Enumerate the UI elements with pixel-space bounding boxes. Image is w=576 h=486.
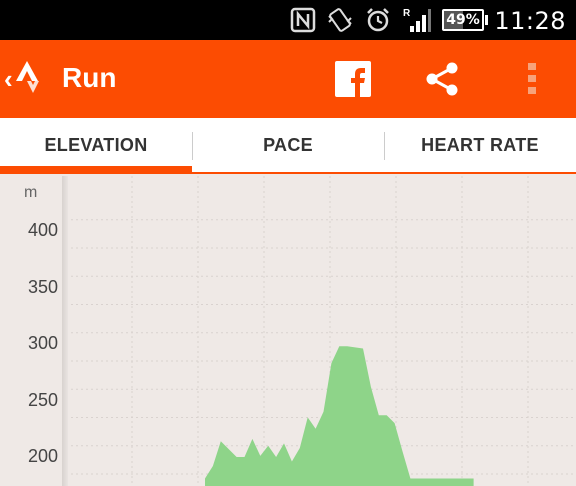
y-axis-panel: m 400 350 300 250 200 xyxy=(0,176,66,486)
status-icons: R 49% xyxy=(290,6,488,34)
app-title: Run xyxy=(62,62,117,93)
tab-divider xyxy=(192,132,193,160)
elevation-chart[interactable]: m 400 350 300 250 200 xyxy=(0,176,576,486)
status-time: 11:28 xyxy=(494,7,566,35)
y-tick-label: 400 xyxy=(27,220,58,240)
chevron-left-icon: ‹ xyxy=(4,63,13,94)
battery-icon: 49% xyxy=(442,9,488,31)
app-bar: ‹ Run xyxy=(0,40,576,118)
tab-heart-rate[interactable]: HEART RATE xyxy=(384,118,576,172)
tab-elevation[interactable]: ELEVATION xyxy=(0,118,192,172)
facebook-icon[interactable] xyxy=(332,58,374,100)
tab-heart-rate-label: HEART RATE xyxy=(421,134,539,155)
y-tick-label: 200 xyxy=(27,446,58,466)
y-tick-label: 250 xyxy=(27,389,58,410)
alarm-icon xyxy=(367,8,389,32)
y-tick-label: 300 xyxy=(27,333,58,353)
battery-percent: 49% xyxy=(446,12,480,28)
y-axis-unit: m xyxy=(24,184,38,201)
vibrate-icon xyxy=(328,8,352,32)
strava-logo-icon xyxy=(15,61,39,93)
tab-pace[interactable]: PACE xyxy=(192,118,384,172)
tab-bar: ELEVATION PACE HEART RATE xyxy=(0,118,576,174)
tab-divider xyxy=(384,132,385,160)
elevation-area xyxy=(205,346,474,486)
share-icon[interactable] xyxy=(421,58,463,100)
elevation-plot xyxy=(66,176,576,486)
tab-elevation-label: ELEVATION xyxy=(44,134,148,155)
svg-text:R: R xyxy=(403,8,411,19)
nfc-icon xyxy=(290,7,316,33)
y-axis-shadow xyxy=(62,176,68,486)
signal-roaming-icon: R xyxy=(403,8,431,32)
more-vert-icon[interactable] xyxy=(512,58,554,100)
status-bar: R 49% 11:28 xyxy=(0,0,576,40)
tab-selected-indicator xyxy=(0,166,192,172)
tab-pace-label: PACE xyxy=(263,134,313,155)
y-tick-label: 350 xyxy=(27,276,58,297)
up-navigation-button[interactable]: ‹ xyxy=(4,52,45,106)
